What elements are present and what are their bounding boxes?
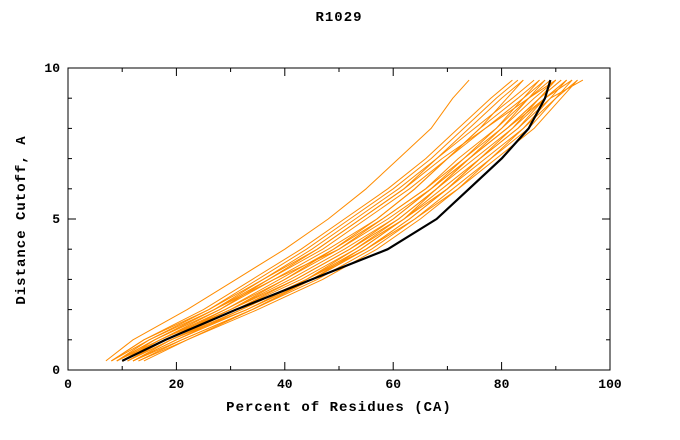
model-curve-model-18 [116, 79, 540, 362]
y-tick-label: 5 [52, 212, 60, 227]
model-curve-model-20 [127, 79, 578, 362]
model-curve-model-21 [132, 79, 546, 362]
y-tick-label: 0 [52, 363, 60, 378]
model-curve-model-16 [111, 79, 513, 362]
model-curve-model-01 [111, 79, 524, 362]
model-curve-model-04 [127, 79, 562, 362]
x-tick-label: 100 [598, 377, 622, 392]
model-curve-model-07 [116, 79, 519, 362]
model-curve-model-23 [105, 79, 470, 362]
model-curve-model-14 [127, 79, 557, 362]
x-tick-label: 20 [169, 377, 185, 392]
model-curve-model-13 [121, 79, 557, 362]
x-tick-label: 60 [385, 377, 401, 392]
model-curve-model-17 [138, 79, 567, 362]
model-curve-model-19 [121, 79, 567, 362]
x-axis-label: Percent of Residues (CA) [226, 400, 452, 416]
y-tick-label: 10 [44, 61, 60, 76]
model-curve-model-24 [121, 79, 524, 362]
model-curve-model-15 [132, 79, 562, 362]
y-axis-label: Distance Cutoff, A [14, 135, 30, 305]
model-curve-model-06 [111, 79, 546, 362]
model-curve-model-22 [143, 79, 557, 362]
reference-curve [121, 79, 552, 362]
x-tick-label: 0 [64, 377, 72, 392]
x-tick-label: 80 [494, 377, 510, 392]
chart-title: R1029 [315, 10, 363, 26]
x-tick-label: 40 [277, 377, 293, 392]
